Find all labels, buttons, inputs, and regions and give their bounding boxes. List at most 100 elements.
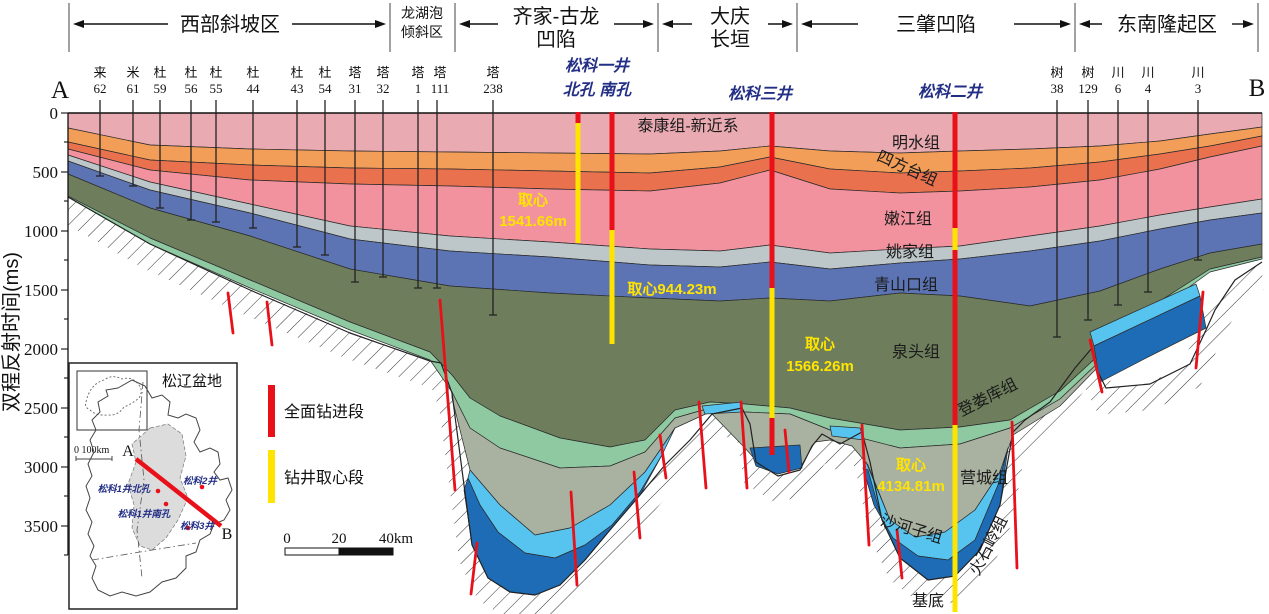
well-lines — [96, 100, 1202, 338]
arrow-left-icon — [801, 20, 812, 28]
fault — [438, 298, 457, 492]
core-label-4134-2: 4134.81m — [877, 478, 945, 495]
well-line — [1084, 100, 1092, 321]
legend-label-cored: 钻井取心段 — [284, 469, 364, 487]
well-label-num: 31 — [349, 81, 362, 96]
well-label-num: 44 — [247, 81, 261, 96]
zone-label-longhupao-1: 龙湖泡 — [401, 5, 443, 21]
fault — [1010, 420, 1019, 570]
well-line — [414, 100, 422, 289]
well-line — [187, 100, 195, 221]
well-label: 杜 — [153, 65, 166, 80]
formation-jidi: 基底 — [912, 592, 944, 610]
legend: 全面钻进段 钻井取心段 — [268, 385, 364, 503]
scale-0: 0 — [283, 531, 291, 547]
zone-header: 西部斜坡区 龙湖泡 倾斜区 齐家-古龙 凹陷 大庆 长垣 三肇凹陷 东南隆起区 — [68, 3, 1259, 52]
y-tick-label: 2000 — [24, 340, 58, 359]
borehole-label-songke2: 松科二井 — [918, 83, 984, 101]
arrow-right-icon — [643, 20, 654, 28]
core-label-1541-1: 取心 — [518, 192, 548, 209]
well-label: 杜 — [184, 65, 197, 80]
formation-mingshui: 明水组 — [892, 134, 940, 152]
inset-well-dot — [155, 488, 161, 494]
endpoint-a: A — [51, 77, 69, 104]
legend-swatch-drilled — [268, 385, 275, 437]
well-label: 树 — [1050, 65, 1063, 80]
well-label: 川 — [1111, 65, 1124, 80]
zone-label-southeast-uplift: 东南隆起区 — [1117, 13, 1217, 36]
core-label-944: 取心944.23m — [627, 281, 716, 298]
basin-central-region — [127, 423, 189, 551]
well-line — [156, 100, 164, 209]
inset-boundary-line — [136, 381, 145, 579]
china-inset-box — [76, 370, 148, 431]
well-label-num: 32 — [377, 81, 390, 96]
scale-segment-white — [284, 547, 340, 556]
inset-well-dot — [163, 501, 169, 507]
fault — [783, 428, 791, 474]
zone-label-qijia-gulong-1: 齐家-古龙 — [513, 5, 600, 28]
endpoint-b: B — [1249, 75, 1266, 102]
arrow-right-icon — [375, 20, 386, 28]
well-label-num: 3 — [1195, 81, 1202, 96]
arrow-right-icon — [1060, 20, 1071, 28]
formation-quantou: 泉头组 — [892, 343, 940, 361]
well-label: 塔 — [376, 65, 389, 80]
well-label: 川 — [1191, 65, 1204, 80]
core-label-1541-2: 1541.66m — [499, 213, 567, 230]
well-label: 米 — [126, 65, 139, 80]
scale-segment-black — [338, 547, 394, 556]
well-label-num: 54 — [319, 81, 333, 96]
fault — [895, 528, 904, 580]
well-label: 川 — [1141, 65, 1154, 80]
fault — [860, 423, 871, 547]
zone-label-daqing-1: 大庆 — [710, 5, 750, 28]
well-label-num: 43 — [291, 81, 304, 96]
zone-label-longhupao-2: 倾斜区 — [401, 24, 443, 40]
well-line — [293, 100, 301, 248]
legend-label-drilled: 全面钻进段 — [284, 403, 364, 421]
inset-well-dots — [155, 484, 205, 531]
well-label-num: 4 — [1145, 81, 1152, 96]
borehole-labels: 松科一井 北孔 南孔 松科三井 松科二井 — [563, 57, 984, 103]
well-label-num: 1 — [415, 81, 422, 96]
y-tick-label: 2500 — [24, 399, 58, 418]
well-label: 树 — [1081, 65, 1094, 80]
inset-well-dot — [185, 525, 191, 531]
inset-scale-bar — [75, 456, 113, 461]
inset-map: 松辽盆地 0 100km A B 松科1井北孔 松科2井 松科1井南孔 松科3井 — [68, 362, 238, 610]
well-line — [321, 100, 329, 256]
well-labels: 来62 米61 杜59 杜56 杜55 杜44 杜43 杜54 塔31 塔32 … — [93, 65, 1204, 96]
fault — [632, 470, 642, 540]
well-label: 塔 — [411, 65, 424, 80]
y-axis: 0 500 1000 1500 2000 2500 3000 3500 双程反射… — [0, 104, 69, 556]
well-label-num: 61 — [127, 81, 140, 96]
zone-label-qijia-gulong-2: 凹陷 — [536, 28, 576, 51]
borehole-label-songke1: 松科一井 — [565, 57, 631, 75]
inset-well-label: 松科1井北孔 — [98, 483, 151, 495]
inset-well-labels: 松科1井北孔 松科2井 松科1井南孔 松科3井 — [98, 475, 219, 532]
arrow-right-icon — [782, 20, 793, 28]
y-tick-label: 500 — [33, 163, 59, 182]
well-line — [351, 100, 359, 283]
inset-b: B — [222, 526, 233, 543]
fault — [739, 400, 749, 490]
arrow-left-icon — [73, 20, 84, 28]
y-tick-label: 1500 — [24, 281, 58, 300]
well-label-num: 59 — [154, 81, 167, 96]
well-line — [212, 100, 220, 223]
well-line — [249, 100, 257, 229]
well-label-num: 56 — [185, 81, 199, 96]
zone-label-west-slope: 西部斜坡区 — [180, 13, 280, 36]
basin-outline — [85, 379, 233, 597]
arrow-right-icon — [1243, 20, 1254, 28]
borehole-label-songke3: 松科三井 — [728, 85, 794, 103]
inset-well-label: 松科1井南孔 — [118, 508, 171, 520]
well-label-num: 55 — [210, 81, 223, 96]
arrow-left-icon — [662, 20, 673, 28]
well-label-num: 111 — [431, 81, 450, 96]
inset-title: 松辽盆地 — [162, 373, 222, 390]
inset-section-line — [134, 457, 223, 528]
